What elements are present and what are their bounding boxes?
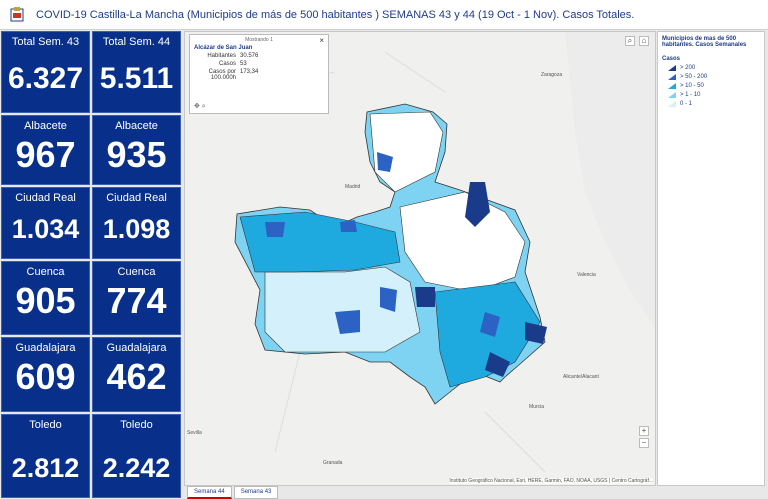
- legend-swatch: [668, 83, 676, 89]
- legend-item: > 50 - 200: [668, 74, 760, 80]
- legend-item-label: > 50 - 200: [680, 74, 708, 80]
- popup-title: Alcázar de San Juan: [194, 45, 253, 51]
- kpi-value: 774: [106, 280, 167, 321]
- home-icon[interactable]: ⌂: [639, 36, 649, 46]
- popup-row-label: Casos por 100.000h: [208, 69, 236, 81]
- kpi-value: 609: [15, 356, 76, 397]
- kpi-value: 935: [106, 134, 167, 175]
- kpi-ciudad-real-sem-44: Ciudad Real 1.098: [92, 187, 181, 259]
- popup-header: Mostrando 1: [245, 37, 273, 43]
- legend-item: > 1 - 10: [668, 92, 760, 98]
- kpi-value: 462: [106, 356, 167, 397]
- kpi-total-sem-44: Total Sem. 44 5.511: [92, 31, 181, 113]
- kpi-value: 2.812: [11, 453, 80, 483]
- legend-title: Municipios de mas de 500 habitantes. Cas…: [662, 36, 747, 48]
- legend-item: 0 - 1: [668, 101, 760, 107]
- kpi-toledo-sem-44: Toledo 2.242: [92, 414, 181, 498]
- popup-row: Casos 53: [190, 61, 328, 67]
- legend-item: > 10 - 50: [668, 83, 760, 89]
- kpi-toledo-sem-43: Toledo 2.812: [1, 414, 90, 498]
- legend-swatch: [668, 92, 676, 98]
- city-label-sevilla: Sevilla: [187, 430, 202, 436]
- city-label-murcia: Murcia: [529, 404, 545, 410]
- popup-row: Habitantes 30.576: [190, 53, 328, 59]
- kpi-albacete-sem-44: Albacete 935: [92, 115, 181, 185]
- map-popup[interactable]: Mostrando 1 × Alcázar de San Juan Habita…: [189, 34, 329, 114]
- kpi-label: Albacete: [24, 120, 67, 132]
- city-label-granada: Granada: [323, 460, 343, 466]
- kpi-ciudad-real-sem-43: Ciudad Real 1.034: [1, 187, 90, 259]
- tab-bar: Semana 44 Semana 43: [187, 486, 280, 499]
- kpi-guadalajara-sem-43: Guadalajara 609: [1, 337, 90, 412]
- tab-semana-43[interactable]: Semana 43: [233, 486, 279, 499]
- kpi-cuenca-sem-43: Cuenca 905: [1, 261, 90, 335]
- legend-item-label: > 200: [680, 65, 696, 71]
- kpi-label: Total Sem. 44: [102, 36, 171, 48]
- kpi-cuenca-sem-44: Cuenca 774: [92, 261, 181, 335]
- kpi-label: Toledo: [120, 419, 153, 431]
- legend-swatch: [668, 65, 676, 71]
- popup-row-label: Casos: [218, 61, 236, 67]
- zoom-out-button[interactable]: −: [639, 438, 649, 448]
- legend-subtitle: Casos: [662, 56, 681, 62]
- map-attribution: Instituto Geográfico Nacional, Esri, HER…: [449, 478, 653, 484]
- kpi-albacete-sem-43: Albacete 967: [1, 115, 90, 185]
- popup-row-label: Habitantes: [207, 53, 236, 59]
- kpi-label: Cuenca: [26, 266, 65, 278]
- kpi-value: 1.098: [102, 214, 171, 244]
- popup-row: Casos por 100.000h 173,34: [190, 69, 328, 81]
- kpi-value: 967: [15, 134, 76, 175]
- kpi-label: Total Sem. 43: [11, 36, 80, 48]
- kpi-label: Ciudad Real: [106, 192, 167, 204]
- kpi-value: 1.034: [11, 214, 80, 244]
- kpi-value: 6.327: [7, 62, 84, 95]
- kpi-label: Guadalajara: [15, 342, 76, 354]
- header-bar: COVID-19 Castilla-La Mancha (Municipios …: [0, 0, 768, 30]
- kpi-value: 905: [15, 280, 76, 321]
- kpi-value: 5.511: [99, 62, 174, 95]
- tab-semana-44[interactable]: Semana 44: [187, 486, 232, 499]
- legend-panel: Municipios de mas de 500 habitantes. Cas…: [657, 31, 765, 486]
- dashboard-title: COVID-19 Castilla-La Mancha (Municipios …: [36, 8, 635, 21]
- kpi-label: Ciudad Real: [15, 192, 76, 204]
- move-icon[interactable]: ✥ ⌕: [194, 103, 206, 110]
- zoom-in-button[interactable]: +: [639, 426, 649, 436]
- popup-row-value: 173,34: [240, 69, 259, 75]
- legend-item-label: > 10 - 50: [680, 83, 704, 89]
- popup-row-value: 30.576: [240, 53, 259, 59]
- popup-row-value: 53: [240, 61, 247, 67]
- legend-item: > 200: [668, 65, 760, 71]
- city-label-alicante: Alicante/Alacant: [563, 374, 599, 380]
- search-icon[interactable]: ⌕: [625, 36, 635, 46]
- kpi-value: 2.242: [102, 453, 171, 483]
- close-icon[interactable]: ×: [319, 36, 324, 45]
- legend-swatch: [668, 74, 676, 80]
- legend-item-label: > 1 - 10: [680, 92, 701, 98]
- kpi-label: Cuenca: [117, 266, 156, 278]
- castilla-la-mancha-logo-icon: [6, 4, 28, 26]
- city-label-madrid: Madrid: [345, 184, 361, 190]
- legend-swatch: [668, 101, 676, 107]
- map-view[interactable]: Madrid Zaragoza Valencia Sevilla Murcia …: [184, 31, 656, 486]
- kpi-label: Toledo: [29, 419, 62, 431]
- kpi-label: Guadalajara: [106, 342, 167, 354]
- kpi-guadalajara-sem-44: Guadalajara 462: [92, 337, 181, 412]
- city-label-valencia: Valencia: [577, 272, 596, 278]
- kpi-total-sem-43: Total Sem. 43 6.327: [1, 31, 90, 113]
- kpi-label: Albacete: [115, 120, 158, 132]
- legend-item-label: 0 - 1: [680, 101, 693, 107]
- city-label-zaragoza: Zaragoza: [541, 72, 563, 78]
